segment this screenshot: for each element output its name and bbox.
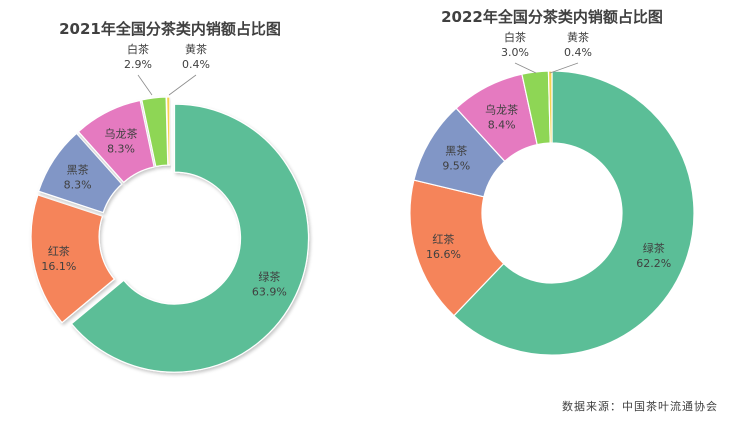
slice-dark-tea-2021 — [37, 132, 123, 214]
source-note: 数据来源：中国茶叶流通协会 — [562, 400, 718, 413]
donut-chart-2021: 绿茶 63.9% 红茶 16.1% 黑茶 8.3% 乌龙茶 8.3% 白茶 2.9% 黄茶 0.4% — [30, 42, 310, 373]
slice-value-oolong-tea-2022: 8.4% — [488, 119, 516, 132]
slice-label-dark-tea-2022: 黑茶 — [445, 145, 467, 158]
slice-label-dark-tea-2021: 黑茶 — [67, 163, 89, 176]
slice-oolong-tea-2021 — [77, 99, 155, 184]
slice-label-oolong-tea-2021: 乌龙茶 — [105, 126, 138, 140]
leader-line-white-tea-2021 — [137, 74, 153, 96]
slice-label-white-tea-2021: 白茶 — [127, 42, 149, 56]
slice-label-yellow-tea-2021: 黄茶 — [185, 42, 207, 56]
slice-label-black-tea-2021: 红茶 — [48, 245, 70, 258]
slice-label-green-tea-2022: 绿茶 — [643, 241, 665, 255]
slice-yellow-tea-2021 — [165, 96, 171, 166]
slice-label-yellow-tea-2022: 黄茶 — [567, 30, 589, 44]
slice-value-black-tea-2021: 16.1% — [41, 260, 76, 273]
slice-label-green-tea-2021: 绿茶 — [258, 270, 280, 284]
slice-green-tea-2021 — [70, 103, 310, 373]
slice-value-white-tea-2021: 2.9% — [124, 58, 152, 71]
slice-value-green-tea-2022: 62.2% — [636, 257, 671, 270]
slice-green-tea-2022 — [453, 70, 695, 356]
slice-value-yellow-tea-2022: 0.4% — [564, 46, 592, 59]
slice-label-oolong-tea-2022: 乌龙茶 — [485, 103, 518, 117]
slice-value-dark-tea-2021: 8.3% — [64, 178, 92, 191]
chart-title-2022: 2022年全国分茶类内销额占比图 — [441, 8, 663, 26]
slice-value-yellow-tea-2021: 0.4% — [182, 58, 210, 71]
slice-label-white-tea-2022: 白茶 — [504, 30, 526, 44]
slice-label-black-tea-2022: 红茶 — [432, 233, 454, 246]
leader-line-white-tea-2022 — [514, 62, 537, 74]
slice-yellow-tea-2022 — [547, 70, 553, 144]
chart-title-2021: 2021年全国分茶类内销额占比图 — [59, 20, 281, 38]
slice-value-white-tea-2022: 3.0% — [501, 46, 529, 59]
slice-value-dark-tea-2022: 9.5% — [442, 160, 470, 173]
leader-line-yellow-tea-2022 — [549, 62, 579, 74]
slice-value-green-tea-2021: 63.9% — [252, 286, 287, 299]
leader-line-yellow-tea-2021 — [168, 74, 197, 96]
slice-value-black-tea-2022: 16.6% — [426, 248, 461, 261]
donut-chart-2022: 绿茶 62.2% 红茶 16.6% 黑茶 9.5% 乌龙茶 8.4% 白茶 3.0% 黄茶 0.4% — [409, 30, 695, 356]
slice-value-oolong-tea-2021: 8.3% — [107, 142, 135, 155]
slice-black-tea-2021 — [30, 194, 116, 324]
